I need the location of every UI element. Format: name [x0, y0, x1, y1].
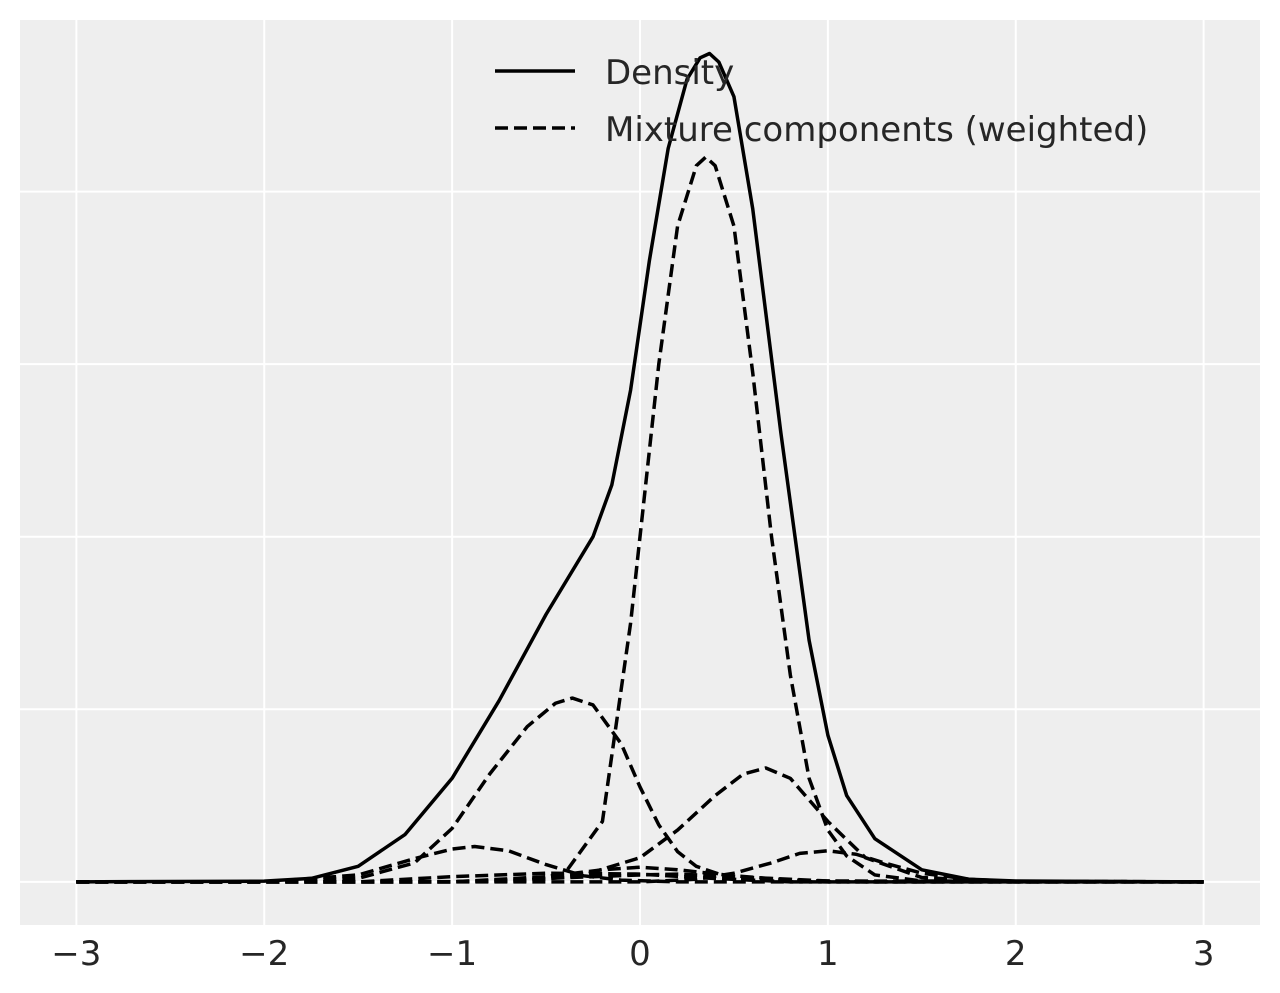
- legend: Density Mixture components (weighted): [495, 53, 1148, 150]
- mixture-component-line-2: [76, 155, 1204, 884]
- x-tick-label: 1: [817, 934, 839, 974]
- x-tick-label: 0: [629, 934, 651, 974]
- x-tick-label: 2: [1005, 934, 1027, 974]
- mixture-component-line-3: [76, 766, 1204, 884]
- density-line: [76, 51, 1204, 884]
- series-group: [76, 51, 1204, 884]
- x-tick-label: 3: [1193, 934, 1215, 974]
- x-tick-labels: −3 −2 −1 0 1 2 3: [51, 934, 1214, 974]
- legend-label-density: Density: [605, 53, 734, 93]
- legend-label-mixture-components: Mixture components (weighted): [605, 110, 1148, 150]
- x-tick-label: −3: [51, 934, 101, 974]
- x-tick-label: −2: [239, 934, 289, 974]
- x-tick-label: −1: [427, 934, 477, 974]
- mixture-component-line-8: [76, 872, 1204, 884]
